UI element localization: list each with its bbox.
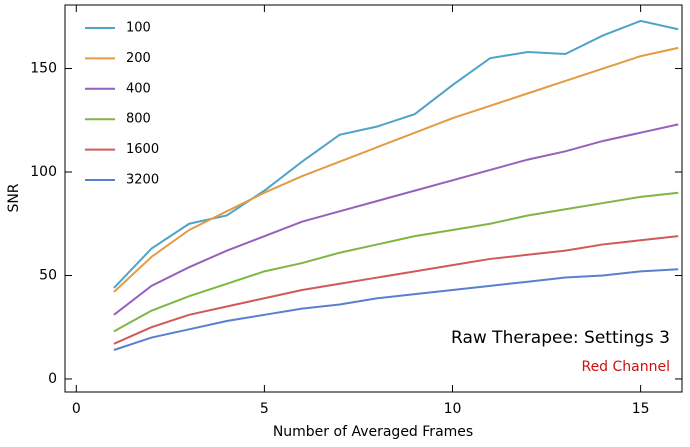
y-axis-label: SNR [6,183,22,212]
series-line [113,123,679,316]
x-tick-label: 15 [632,401,650,417]
legend-label: 800 [126,112,151,127]
x-tick-label: 0 [72,401,81,417]
y-tick-label: 50 [39,267,57,283]
legend-label: 100 [126,21,151,36]
series-line [113,46,679,293]
y-tick-label: 150 [30,61,57,77]
legend-label: 1600 [126,142,159,157]
y-tick-label: 100 [30,164,57,180]
annotation: Red Channel [581,359,670,375]
x-tick-label: 5 [260,401,269,417]
series-line [113,235,679,345]
x-tick-label: 10 [444,401,462,417]
x-axis-label: Number of Averaged Frames [273,424,473,440]
plot-frame [64,4,683,393]
series-line [113,191,679,333]
legend-label: 200 [126,51,151,66]
y-tick-label: 0 [48,371,57,387]
annotation: Raw Therapee: Settings 3 [451,328,670,348]
series-line [113,268,679,351]
legend-label: 400 [126,81,151,96]
legend-label: 3200 [126,173,159,188]
series-line [113,19,679,289]
